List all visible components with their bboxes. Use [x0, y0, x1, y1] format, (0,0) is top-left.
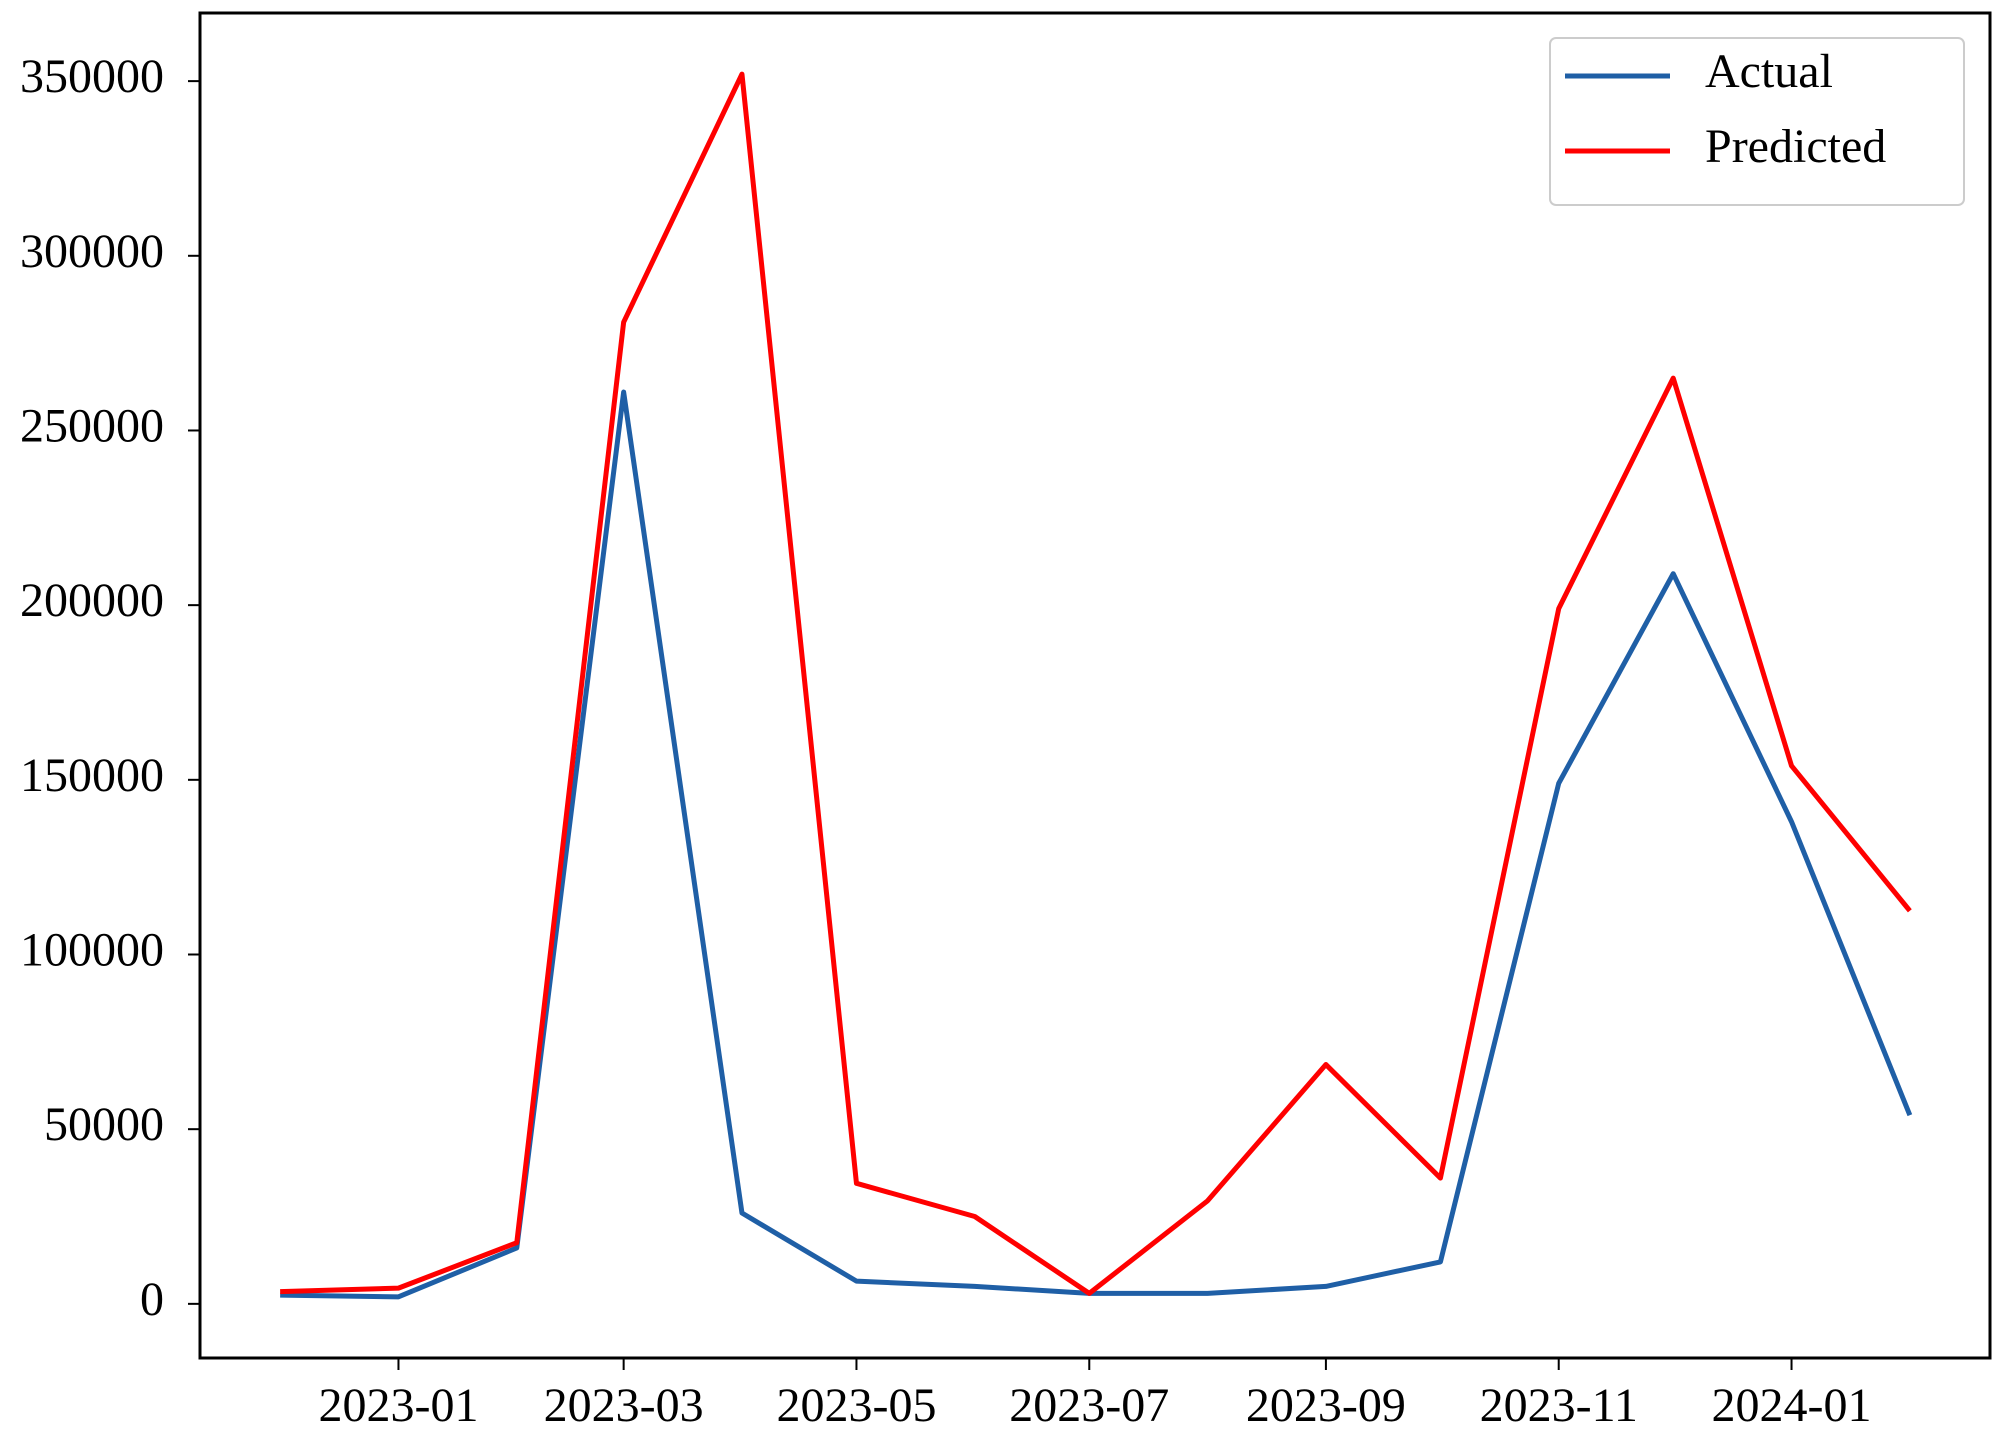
- x-tick-label: 2024-01: [1712, 1379, 1872, 1432]
- x-tick-label: 2023-11: [1480, 1379, 1638, 1432]
- x-tick-label: 2023-01: [318, 1379, 478, 1432]
- y-tick-label: 50000: [44, 1098, 164, 1151]
- x-tick-label: 2023-09: [1246, 1379, 1406, 1432]
- legend-box: [1549, 37, 1965, 206]
- y-tick-label: 250000: [20, 399, 164, 452]
- plot-frame: [198, 11, 1992, 1360]
- legend-label: Actual: [1705, 45, 1833, 98]
- y-tick-label: 100000: [20, 924, 164, 977]
- line: [280, 71, 1912, 1296]
- y-tick-label: 150000: [20, 749, 164, 802]
- legend-label: Predicted: [1705, 120, 1886, 173]
- y-tick-label: 300000: [20, 225, 164, 278]
- x-tick-label: 2023-07: [1009, 1379, 1169, 1432]
- x-tick-label: 2023-05: [776, 1379, 936, 1432]
- y-tick-label: 350000: [20, 50, 164, 103]
- x-tick-label: 2023-03: [544, 1379, 704, 1432]
- y-tick-label: 0: [140, 1273, 164, 1326]
- y-tick-label: 200000: [20, 574, 164, 627]
